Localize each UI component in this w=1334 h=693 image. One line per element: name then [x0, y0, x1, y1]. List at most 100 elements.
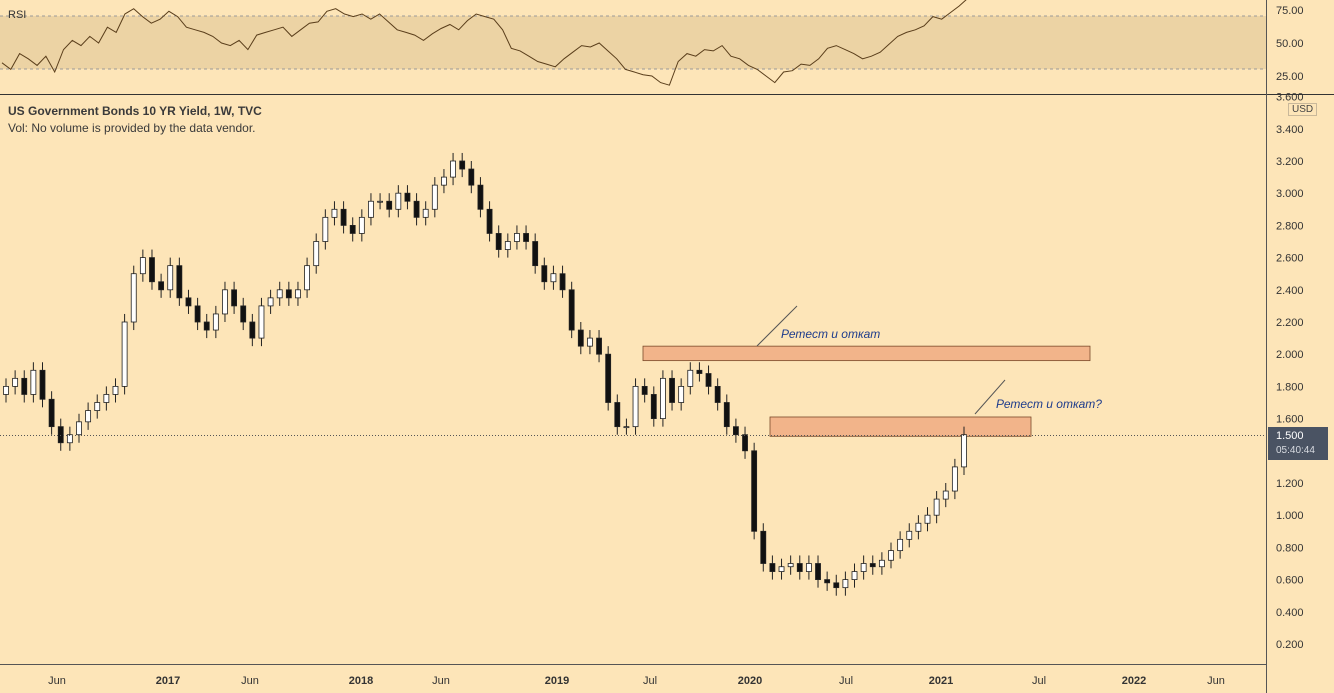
candle-body[interactable] — [76, 421, 82, 436]
candle-body[interactable] — [942, 490, 949, 500]
candle-body[interactable] — [130, 273, 137, 323]
candle-body[interactable] — [532, 241, 539, 267]
candle-body[interactable] — [121, 321, 128, 387]
candle-body[interactable] — [915, 522, 922, 532]
candle-body[interactable] — [249, 321, 256, 339]
candle-body[interactable] — [413, 200, 420, 218]
candle-body[interactable] — [897, 538, 904, 552]
candle-body[interactable] — [596, 337, 602, 355]
candle-body[interactable] — [514, 233, 520, 242]
candle-body[interactable] — [769, 563, 776, 572]
candle-body[interactable] — [194, 305, 201, 323]
candle-body[interactable] — [541, 265, 548, 283]
candle-body[interactable] — [495, 233, 502, 250]
candle-body[interactable] — [231, 289, 238, 307]
candle-body[interactable] — [267, 297, 274, 307]
candle-body[interactable] — [687, 369, 694, 387]
candle-body[interactable] — [869, 563, 876, 568]
candle-body[interactable] — [906, 530, 913, 540]
candle-body[interactable] — [450, 160, 456, 178]
candle-body[interactable] — [377, 200, 383, 203]
resistance-zone-2020[interactable] — [642, 345, 1091, 362]
candle-body[interactable] — [787, 563, 794, 568]
candle-body[interactable] — [340, 208, 347, 226]
candle-body[interactable] — [669, 377, 675, 403]
candle-body[interactable] — [723, 402, 730, 428]
candle-body[interactable] — [678, 385, 685, 403]
candle-body[interactable] — [605, 353, 612, 403]
candle-body[interactable] — [477, 184, 484, 210]
rsi-indicator-label[interactable]: RSI — [8, 9, 27, 21]
candle-body[interactable] — [176, 265, 183, 299]
candle-body[interactable] — [641, 385, 648, 395]
candle-body[interactable] — [85, 410, 92, 423]
candle-body[interactable] — [742, 434, 748, 452]
candle-body[interactable] — [660, 377, 666, 420]
candle-body[interactable] — [322, 216, 329, 242]
candle-body[interactable] — [39, 369, 46, 400]
candle-body[interactable] — [222, 289, 228, 315]
candle-body[interactable] — [139, 257, 146, 275]
candle-body[interactable] — [951, 466, 958, 492]
candle-body[interactable] — [30, 369, 37, 395]
candle-body[interactable] — [924, 514, 931, 524]
candle-body[interactable] — [568, 289, 575, 331]
candle-body[interactable] — [386, 200, 393, 210]
candle-body[interactable] — [833, 582, 840, 589]
candle-body[interactable] — [48, 398, 55, 428]
candle-body[interactable] — [422, 208, 429, 218]
annotation-retest-1[interactable]: Ретест и откат — [781, 327, 881, 341]
candle-body[interactable] — [623, 426, 630, 429]
candle-body[interactable] — [167, 265, 174, 291]
candle-body[interactable] — [888, 550, 894, 561]
candle-body[interactable] — [212, 313, 219, 331]
candle-body[interactable] — [285, 289, 292, 299]
candle-body[interactable] — [395, 192, 402, 210]
candle-body[interactable] — [732, 426, 739, 436]
candle-body[interactable] — [94, 402, 101, 411]
rsi-line[interactable] — [1, 0, 968, 86]
candle-body[interactable] — [368, 200, 374, 218]
candle-body[interactable] — [258, 305, 265, 339]
candle-body[interactable] — [459, 160, 466, 170]
candle-body[interactable] — [632, 385, 639, 428]
candle-body[interactable] — [276, 289, 283, 299]
candle-body[interactable] — [203, 321, 210, 331]
annotation-arrow-2[interactable] — [974, 379, 1006, 415]
candle-body[interactable] — [404, 192, 411, 202]
candle-body[interactable] — [3, 385, 9, 395]
annotation-retest-2[interactable]: Ретест и откат? — [996, 397, 1102, 411]
candle-body[interactable] — [57, 426, 64, 444]
candle-body[interactable] — [149, 257, 155, 283]
candle-body[interactable] — [103, 394, 110, 403]
candle-body[interactable] — [587, 337, 593, 347]
candle-body[interactable] — [66, 434, 73, 444]
currency-badge[interactable]: USD — [1288, 103, 1318, 116]
candle-body[interactable] — [240, 305, 247, 323]
candle-body[interactable] — [523, 233, 529, 242]
candle-body[interactable] — [705, 373, 712, 387]
candle-body[interactable] — [486, 208, 493, 234]
candle-body[interactable] — [504, 241, 511, 250]
candle-body[interactable] — [441, 176, 447, 186]
candle-body[interactable] — [696, 369, 703, 374]
candle-body[interactable] — [714, 385, 721, 403]
candle-body[interactable] — [112, 385, 119, 395]
annotation-arrow-1[interactable] — [756, 305, 798, 347]
candle-body[interactable] — [331, 208, 338, 218]
candle-body[interactable] — [304, 265, 310, 291]
candle-body[interactable] — [650, 394, 657, 420]
candle-body[interactable] — [961, 434, 967, 468]
candle-body[interactable] — [577, 329, 584, 347]
candle-body[interactable] — [468, 168, 475, 186]
candle-body[interactable] — [933, 498, 940, 516]
candle-body[interactable] — [851, 571, 858, 580]
candle-body[interactable] — [842, 579, 849, 589]
candle-body[interactable] — [824, 579, 831, 584]
candle-body[interactable] — [796, 563, 803, 572]
candle-body[interactable] — [185, 297, 192, 307]
candle-body[interactable] — [550, 273, 557, 283]
candle-body[interactable] — [559, 273, 566, 291]
resistance-zone-2021[interactable] — [769, 416, 1032, 437]
